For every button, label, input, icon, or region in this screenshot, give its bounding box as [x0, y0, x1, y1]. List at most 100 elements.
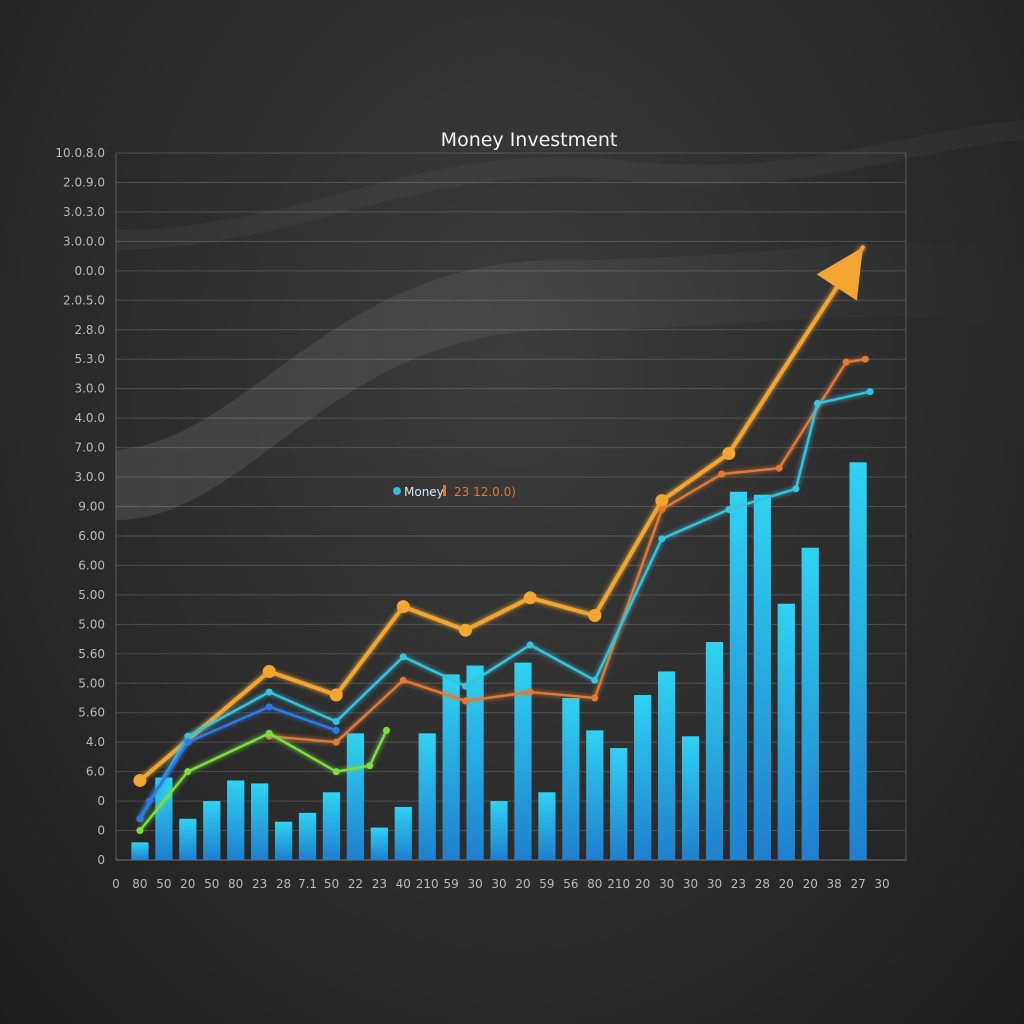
- series-point-orange_top: [588, 608, 602, 622]
- x-tick-label: 30: [874, 877, 889, 891]
- series-point-orange_top: [523, 591, 537, 605]
- bar: [801, 547, 819, 860]
- bar: [681, 736, 700, 860]
- bar: [634, 695, 652, 860]
- series-point-blue: [265, 703, 273, 711]
- x-tick-label: 80: [228, 877, 243, 891]
- series-point-cyan: [725, 505, 733, 513]
- series-point-cyan: [813, 399, 821, 407]
- bar: [586, 730, 604, 860]
- series-point-orange_thin: [842, 358, 850, 366]
- y-tick-label: 5.00: [78, 617, 105, 631]
- series-point-orange_thin: [526, 688, 534, 696]
- y-tick-label: 3.0.0: [74, 470, 105, 484]
- y-tick-label: 3.0.0: [74, 382, 105, 396]
- series-point-orange_thin: [775, 464, 783, 472]
- series-point-cyan: [399, 653, 407, 661]
- series-point-green: [265, 729, 273, 737]
- bar: [418, 733, 436, 860]
- series-point-green: [136, 827, 144, 835]
- y-tick-label: 6.0: [86, 765, 105, 779]
- series-point-orange_top: [396, 600, 410, 614]
- series-point-blue: [136, 815, 144, 823]
- bar: [777, 603, 795, 860]
- series-point-orange_top: [262, 664, 276, 678]
- y-tick-label: 7.0.0: [74, 441, 105, 455]
- y-tick-label: 2.0.9.0: [63, 175, 105, 189]
- x-tick-label: 30: [467, 877, 482, 891]
- bar: [610, 748, 628, 860]
- x-tick-label: 20: [635, 877, 650, 891]
- series-point-cyan: [526, 641, 534, 649]
- x-tick-label: 20: [515, 877, 530, 891]
- series-point-orange_thin: [658, 505, 666, 513]
- y-tick-label: 6.00: [78, 529, 105, 543]
- legend-entry-orange: 23 12.0.0): [454, 485, 516, 499]
- x-tick-label: 7.1: [298, 877, 317, 891]
- series-point-orange_thin: [462, 697, 470, 705]
- bar: [131, 842, 149, 860]
- y-tick-label: 5.00: [78, 676, 105, 690]
- y-tick-label: 4.0.0: [74, 411, 105, 425]
- bar: [442, 674, 460, 860]
- x-tick-label: 23: [372, 877, 387, 891]
- y-tick-label: 2.8.0: [74, 323, 105, 337]
- series-point-orange_top: [655, 494, 669, 508]
- series-point-orange_thin: [332, 738, 340, 746]
- bar: [394, 806, 412, 860]
- series-point-cyan: [792, 485, 800, 493]
- series-point-cyan: [866, 388, 874, 396]
- x-tick-label: 20: [803, 877, 818, 891]
- y-tick-label: 0: [97, 853, 105, 867]
- chart-title: Money Investment: [441, 129, 618, 151]
- y-tick-label: 3.0.0.0: [63, 234, 105, 248]
- y-tick-label: 0.0.0: [74, 264, 105, 278]
- x-axis-ticks: 0 80 50 20 50 80 23 28 7.1 50 22 23 40 210 59 30 30 20 59 5…: [112, 877, 890, 891]
- series-point-blue: [184, 738, 192, 746]
- bar: [490, 801, 508, 860]
- series-point-green: [383, 726, 391, 734]
- bar: [753, 494, 771, 860]
- series-point-orange_thin: [399, 676, 407, 684]
- bar: [729, 491, 748, 860]
- x-tick-label: 30: [491, 877, 506, 891]
- series-arrowhead: [816, 247, 863, 301]
- line-series: [133, 245, 874, 835]
- legend-marker-money: [393, 487, 401, 495]
- y-tick-label: 4.0: [86, 735, 105, 749]
- series-point-cyan: [658, 535, 666, 543]
- y-tick-label: 5.3.0: [74, 352, 105, 366]
- y-tick-label: 3.0.3.0: [63, 205, 105, 219]
- series-point-cyan: [591, 676, 599, 684]
- y-tick-label: 5.60: [78, 647, 105, 661]
- legend-entry-money: Money: [404, 485, 444, 499]
- series-point-green: [332, 768, 340, 776]
- x-tick-label: 28: [276, 877, 291, 891]
- bar: [203, 801, 221, 860]
- series-point-green: [184, 768, 192, 776]
- y-axis-ticks: 0 0 0 6.0 4.0 5.60 5.00 5.60 5.00 5.00 6.00 6.00 9.0…: [55, 146, 105, 867]
- x-tick-label: 28: [755, 877, 770, 891]
- legend-marker-orange: [443, 485, 446, 496]
- x-tick-label: 23: [252, 877, 267, 891]
- series-point-cyan: [332, 718, 340, 726]
- x-tick-label: 50: [156, 877, 171, 891]
- series-point-cyan: [184, 732, 192, 740]
- series-line-orange_top: [137, 245, 865, 783]
- series-point-orange_top: [459, 623, 473, 637]
- series-point-cyan: [462, 682, 470, 690]
- bar: [322, 792, 341, 860]
- series-point-blue: [332, 726, 340, 734]
- bar: [705, 642, 724, 860]
- x-tick-label: 22: [348, 877, 363, 891]
- bar: [849, 462, 867, 860]
- series-point-cyan: [265, 688, 273, 696]
- bar: [251, 783, 269, 860]
- x-tick-label: 59: [539, 877, 554, 891]
- bar: [155, 777, 173, 860]
- x-tick-label: 80: [587, 877, 602, 891]
- x-tick-label: 56: [563, 877, 578, 891]
- y-tick-label: 0: [97, 794, 105, 808]
- x-tick-label: 30: [683, 877, 698, 891]
- series-point-orange_top: [133, 773, 147, 787]
